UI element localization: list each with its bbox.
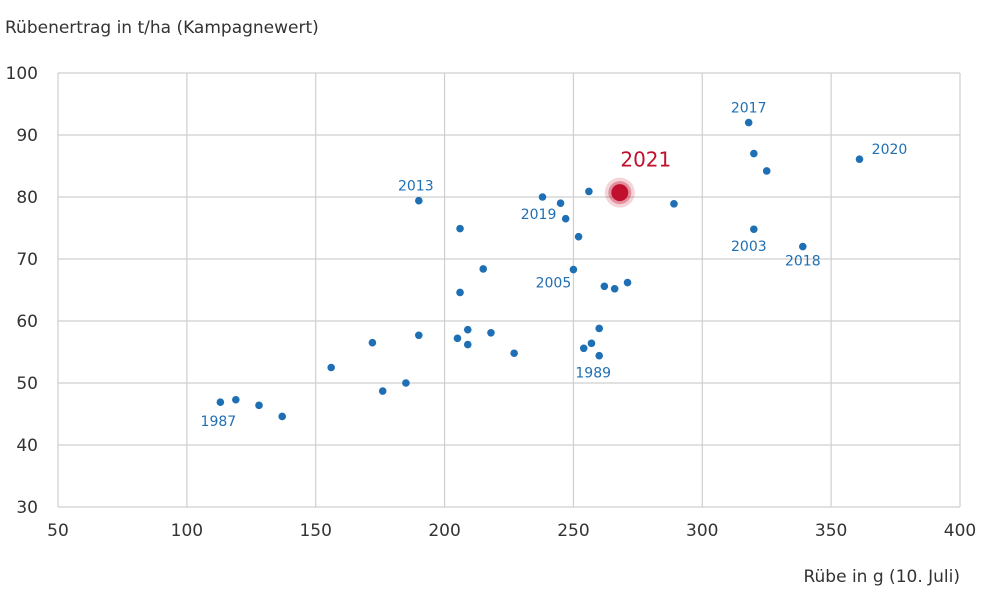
x-tick-label: 300: [686, 521, 718, 541]
point-label: 2003: [731, 239, 767, 255]
data-point: [415, 331, 423, 340]
data-point: [585, 187, 593, 196]
point-label: 1987: [201, 414, 237, 430]
point-label: 2019: [521, 207, 557, 223]
x-tick-label: 200: [428, 521, 460, 541]
data-point: [456, 224, 464, 233]
y-tick-label: 40: [16, 436, 38, 456]
data-point: [378, 387, 387, 395]
data-point: [750, 149, 758, 158]
data-point: [798, 242, 807, 251]
data-point: [327, 363, 335, 372]
y-tick-label: 70: [16, 250, 38, 270]
tick-labels: 50 100 150 200 250 300 350 400 30 40 50 60 70 80 90 100: [6, 64, 977, 541]
y-tick-label: 100: [6, 64, 38, 84]
data-point: [762, 167, 771, 175]
y-tick-label: 80: [16, 188, 38, 208]
y-tick-label: 30: [16, 498, 38, 518]
data-point: [278, 412, 287, 421]
x-tick-label: 150: [299, 521, 331, 541]
data-point: [453, 334, 462, 343]
data-point: [510, 349, 518, 358]
point-label: 2017: [731, 101, 767, 117]
x-tick-label: 250: [557, 521, 589, 541]
highlight-label: 2021: [620, 148, 671, 172]
data-point: [569, 265, 578, 274]
data-point: [463, 325, 472, 334]
y-tick-label: 90: [16, 126, 38, 146]
grid-lines: [57, 72, 961, 508]
y-tick-label: 50: [16, 374, 38, 394]
data-points: [216, 118, 864, 421]
data-point: [561, 214, 570, 223]
data-point: [600, 282, 609, 291]
data-point: [623, 278, 632, 287]
data-point: [232, 395, 240, 404]
data-point: [463, 340, 472, 349]
data-point: [744, 118, 753, 127]
y-axis-title: Rübenertrag in t/ha (Kampagnewert): [5, 18, 319, 38]
data-point: [255, 401, 263, 410]
data-point: [574, 232, 583, 241]
point-labels: 1987 2013 2019 2005 1989 2017 2003 2018 2020 2021: [201, 101, 908, 431]
x-tick-label: 50: [47, 521, 69, 541]
data-point: [579, 344, 588, 353]
data-point: [487, 328, 495, 337]
point-label: 2020: [872, 142, 908, 158]
x-tick-label: 350: [815, 521, 847, 541]
data-point: [595, 351, 603, 360]
data-point: [750, 225, 758, 234]
point-label: 1989: [575, 366, 611, 382]
x-tick-label: 100: [171, 521, 203, 541]
data-point: [456, 288, 464, 297]
data-point: [587, 339, 596, 348]
highlight-point: [611, 184, 629, 202]
data-point: [556, 199, 565, 207]
data-point: [216, 398, 225, 407]
data-point: [595, 324, 603, 333]
point-label: 2005: [536, 276, 572, 292]
data-point: [670, 200, 678, 208]
data-point: [368, 338, 377, 347]
data-point: [402, 379, 410, 387]
y-tick-label: 60: [16, 312, 38, 332]
data-point: [855, 155, 864, 163]
point-label: 2018: [785, 254, 821, 270]
data-point: [538, 193, 547, 201]
point-label: 2013: [398, 179, 434, 195]
data-point: [610, 284, 619, 293]
x-axis-title: Rübe in g (10. Juli): [803, 567, 960, 587]
data-point: [479, 265, 488, 273]
data-point: [415, 196, 423, 205]
x-tick-label: 400: [944, 521, 976, 541]
